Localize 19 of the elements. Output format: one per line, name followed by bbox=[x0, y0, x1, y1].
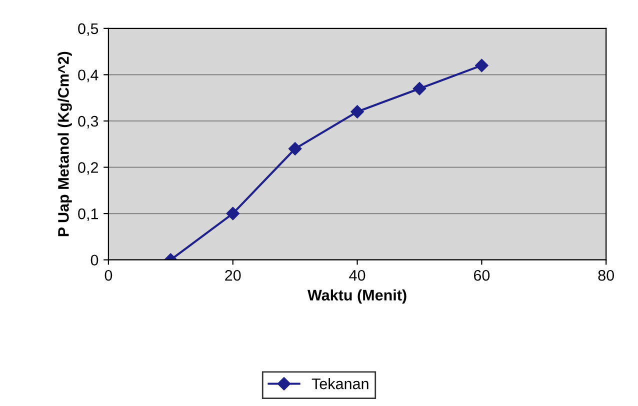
x-tick-label: 0 bbox=[104, 270, 112, 281]
y-tick-label: 0,2 bbox=[78, 162, 98, 175]
y-axis-title: P Uap Metanol (Kg/Cm^2) bbox=[58, 52, 72, 236]
point bbox=[350, 105, 364, 118]
point bbox=[288, 142, 302, 156]
x-tick-label: 20 bbox=[225, 270, 241, 281]
x-axis-title: Waktu (Menit) bbox=[308, 289, 406, 304]
legend-label: Tekanan bbox=[312, 378, 368, 390]
x-tick-label: 40 bbox=[349, 270, 366, 281]
y-tick-label: 0,1 bbox=[78, 208, 98, 222]
y-tick-label: 0,5 bbox=[78, 23, 98, 36]
x-tick-label: 60 bbox=[474, 270, 490, 281]
y-tick-label: 0,3 bbox=[78, 116, 98, 128]
point bbox=[475, 58, 488, 72]
point bbox=[226, 206, 240, 220]
y-tick-label: 0 bbox=[90, 254, 98, 266]
y-tick-label: 0,4 bbox=[78, 70, 98, 82]
x-tick-label: 80 bbox=[598, 270, 614, 281]
point bbox=[412, 82, 426, 96]
